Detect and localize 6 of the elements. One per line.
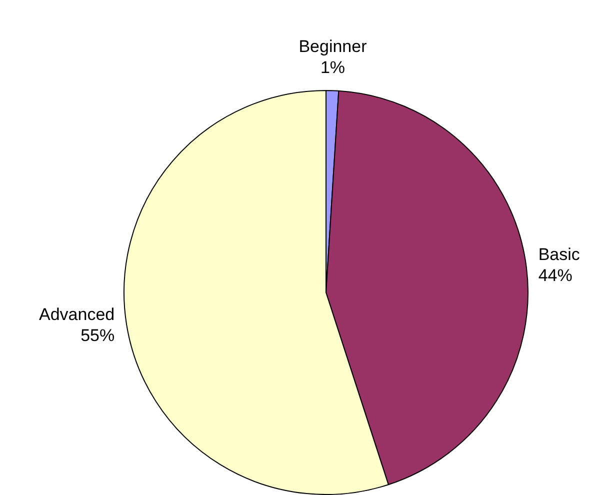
data-label: 55%	[80, 326, 115, 346]
slice-label: Advanced	[39, 305, 115, 324]
data-label: 44%	[538, 266, 572, 285]
slice-label: Basic	[538, 244, 580, 264]
slice-label: Beginner	[298, 36, 368, 56]
data-label: 1%	[320, 58, 346, 77]
